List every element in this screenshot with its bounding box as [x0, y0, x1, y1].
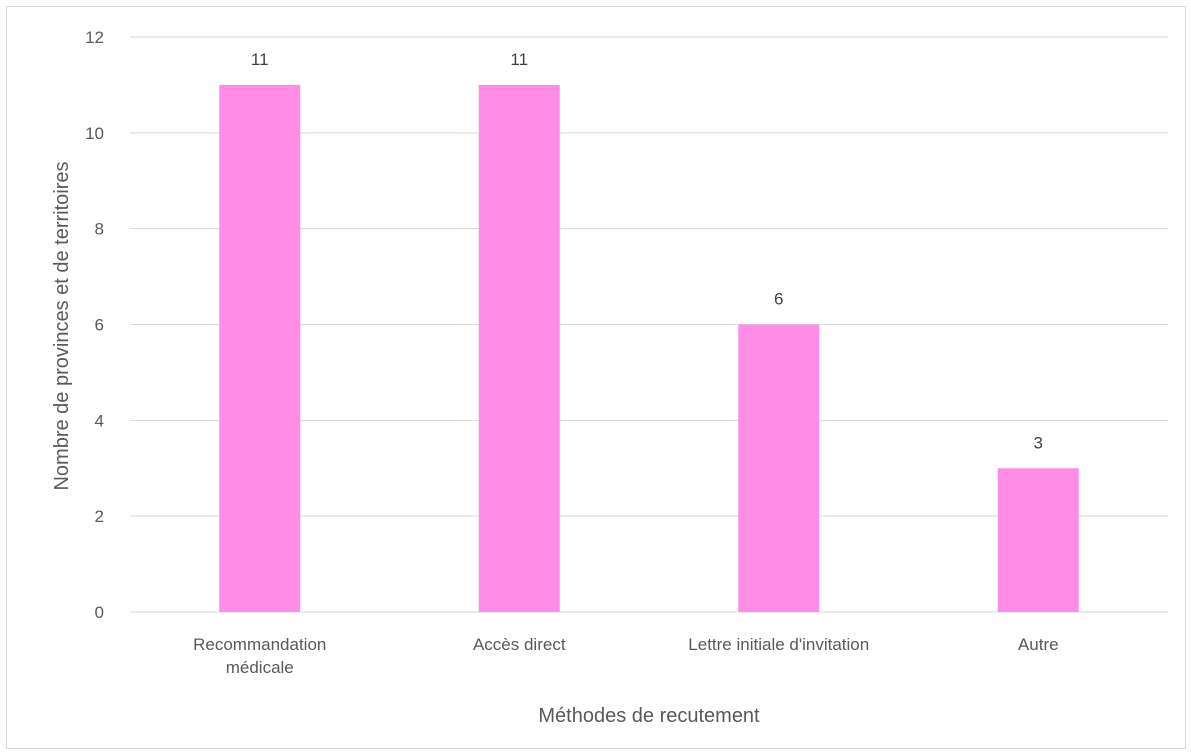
x-tick-label-line: Autre — [1018, 635, 1059, 654]
bars — [219, 84, 1079, 612]
y-tick-label: 0 — [95, 603, 104, 622]
bar — [478, 84, 560, 612]
y-tick-label: 2 — [95, 507, 104, 526]
x-tick-label-line: Lettre initiale d'invitation — [688, 635, 869, 654]
x-tick-label-line: médicale — [226, 658, 294, 677]
data-label: 11 — [251, 50, 269, 69]
y-axis-title: Nombre de provinces et de territoires — [51, 161, 73, 490]
x-tick-label: Lettre initiale d'invitation — [688, 635, 869, 654]
bar — [738, 324, 820, 612]
x-tick-label: Accès direct — [473, 635, 566, 654]
data-label: 6 — [774, 290, 783, 309]
y-tick-label: 12 — [85, 28, 104, 47]
x-tick-label-line: Accès direct — [473, 635, 566, 654]
data-labels: 11 11 6 3 — [251, 50, 1043, 452]
x-tick-label-line: Recommandation — [193, 635, 326, 654]
gridlines — [130, 36, 1168, 613]
bar — [219, 84, 301, 612]
bar — [997, 468, 1079, 612]
y-tick-label: 4 — [95, 411, 104, 430]
y-axis-ticks: 0 2 4 6 8 10 12 — [85, 28, 104, 622]
x-axis-categories: Recommandation médicale Accès direct Lettre… — [193, 635, 1058, 677]
x-tick-label: Recommandation médicale — [193, 635, 326, 677]
x-tick-label: Autre — [1018, 635, 1059, 654]
data-label: 3 — [1034, 433, 1043, 452]
y-tick-label: 8 — [95, 220, 104, 239]
data-label: 11 — [510, 50, 528, 69]
y-tick-label: 6 — [95, 316, 104, 335]
y-tick-label: 10 — [85, 124, 104, 143]
x-axis-title: Méthodes de recutement — [538, 705, 760, 727]
chart-frame — [6, 6, 1186, 749]
